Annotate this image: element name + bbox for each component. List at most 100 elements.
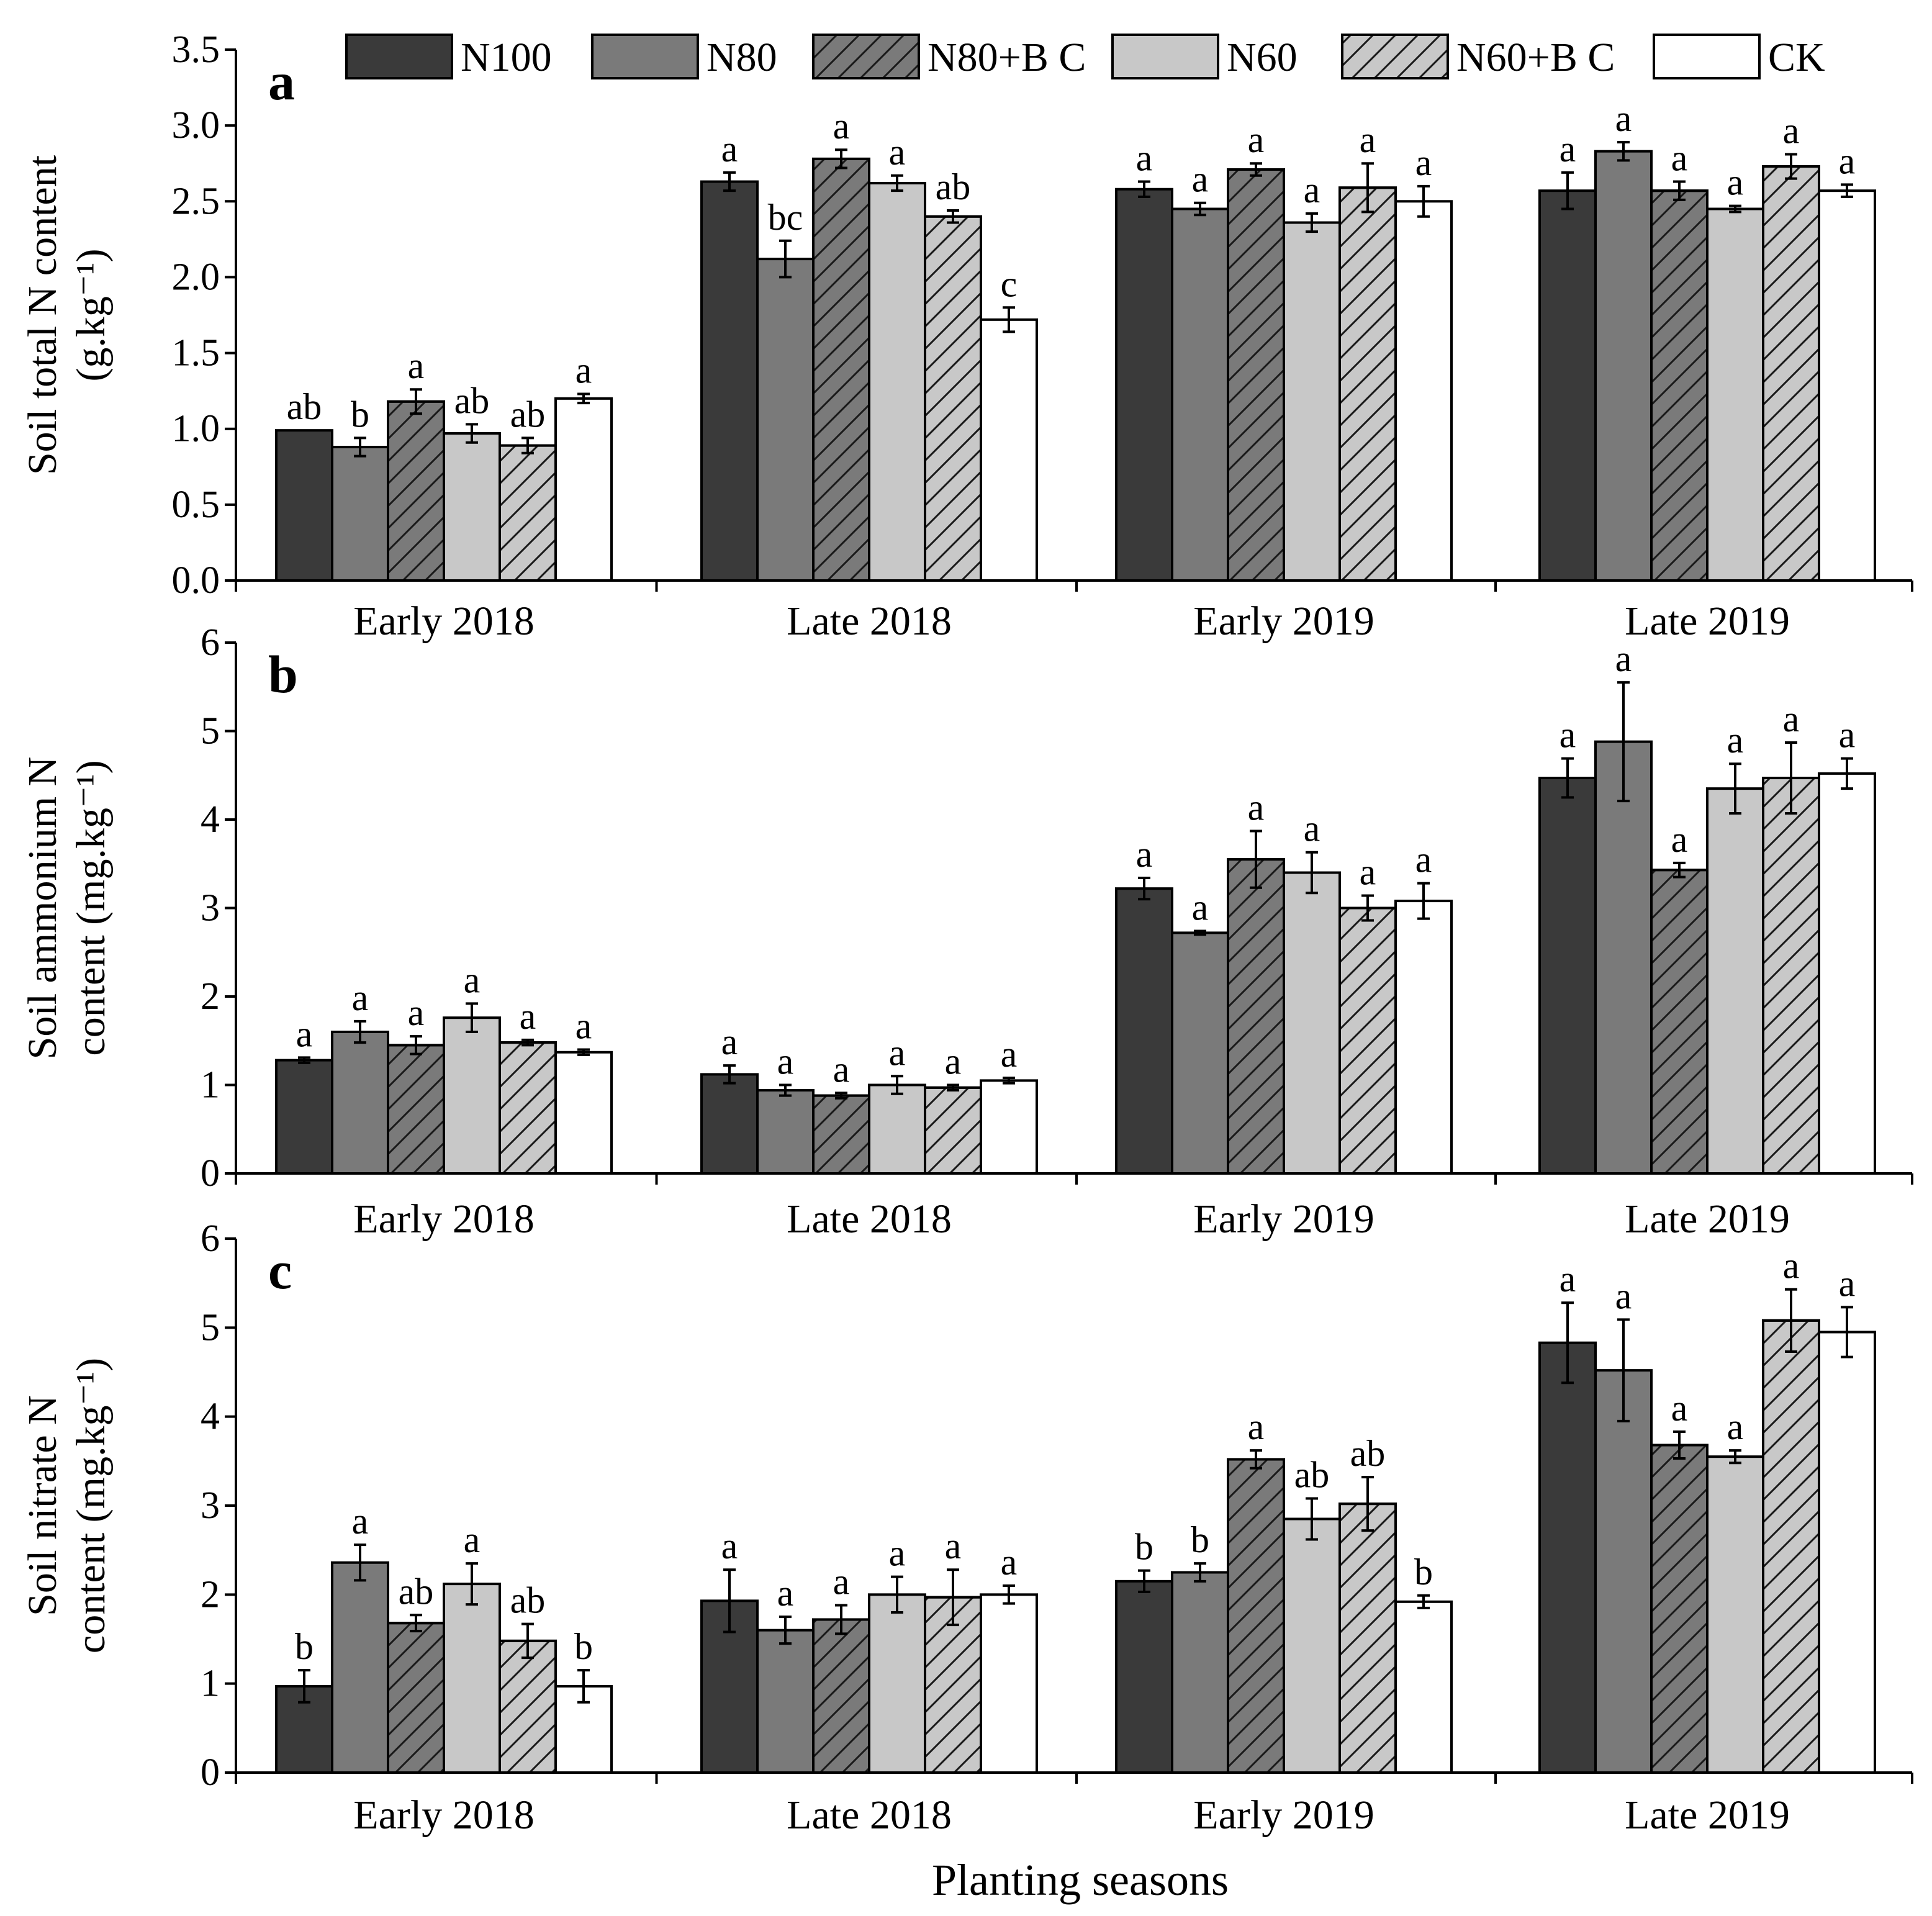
significance-label: a — [576, 350, 592, 391]
y-tick-label: 5 — [201, 1306, 220, 1349]
legend-swatch-hatch — [1341, 34, 1449, 79]
bar — [1115, 1579, 1173, 1774]
significance-label: ab — [399, 1571, 434, 1612]
x-tick-label: Early 2019 — [1193, 1196, 1374, 1242]
significance-label: bc — [768, 197, 803, 238]
y-tick-label: 4 — [201, 1396, 220, 1438]
bar-hatch — [812, 1094, 870, 1175]
x-tick-label: Late 2019 — [1625, 599, 1790, 644]
bar-hatch — [1762, 777, 1820, 1175]
y-tick-label: 3 — [201, 887, 220, 929]
bar-hatch — [924, 1596, 982, 1774]
significance-label: a — [889, 1032, 906, 1073]
bar — [756, 1629, 815, 1774]
bar — [868, 181, 926, 582]
bar — [1594, 1369, 1653, 1774]
significance-label: a — [1615, 638, 1632, 679]
y-tick-label: 6 — [201, 1218, 220, 1260]
bar — [331, 1561, 389, 1774]
bar — [756, 1089, 815, 1175]
bar — [443, 1016, 501, 1175]
significance-label: a — [721, 1021, 738, 1062]
y-tick-label: 0 — [201, 1751, 220, 1794]
bar-hatch — [1227, 858, 1285, 1175]
bar-hatch — [1227, 1458, 1285, 1774]
legend-swatch — [345, 34, 453, 79]
significance-label: a — [1192, 159, 1209, 200]
significance-label: ab — [287, 386, 322, 427]
significance-label: a — [464, 959, 481, 1000]
y-axis-title: Soil ammonium Ncontent (mg.kg⁻¹) — [20, 757, 114, 1060]
x-axis-title: Planting seasons — [932, 1855, 1229, 1905]
significance-label: a — [1783, 698, 1800, 739]
significance-label: a — [1839, 715, 1856, 756]
y-axis-title: Soil total N content(g.kg⁻¹) — [20, 155, 114, 475]
x-tick-label: Early 2018 — [353, 1792, 534, 1838]
bar — [1594, 150, 1653, 582]
bar — [443, 432, 501, 582]
y-tick-label: 2 — [201, 975, 220, 1018]
significance-label: a — [1615, 1275, 1632, 1316]
x-tick-label: Early 2019 — [1193, 599, 1374, 644]
bar-hatch — [499, 1041, 557, 1175]
y-tick-label: 2 — [201, 1573, 220, 1615]
bar-hatch — [924, 215, 982, 582]
bar-hatch — [387, 400, 445, 582]
y-tick-label: 0.0 — [172, 559, 220, 602]
bar — [1394, 900, 1453, 1175]
significance-label: a — [1001, 1542, 1018, 1583]
y-tick-label: 3.0 — [172, 104, 220, 147]
significance-label: a — [889, 1533, 906, 1574]
significance-label: a — [1560, 1259, 1576, 1299]
significance-label: ab — [1294, 1455, 1330, 1496]
significance-label: a — [1415, 142, 1432, 183]
legend-label: N60 — [1227, 35, 1298, 80]
significance-label: a — [1560, 715, 1576, 756]
bar — [1818, 189, 1876, 582]
significance-label: a — [721, 129, 738, 169]
bar — [1394, 1600, 1453, 1774]
bar-hatch — [1650, 869, 1709, 1175]
bar — [1283, 871, 1341, 1175]
bar — [1115, 188, 1173, 582]
significance-label: a — [1248, 787, 1265, 828]
bar-hatch — [387, 1044, 445, 1175]
significance-label: a — [1839, 1263, 1856, 1304]
bar — [1171, 207, 1229, 582]
bar — [331, 446, 389, 582]
bar — [980, 1079, 1038, 1175]
bar — [980, 1593, 1038, 1774]
significance-label: a — [1615, 98, 1632, 139]
bar — [868, 1083, 926, 1175]
y-tick-label: 0.5 — [172, 484, 220, 526]
significance-label: a — [352, 1501, 369, 1542]
bar — [1283, 221, 1341, 582]
x-tick-label: Early 2018 — [353, 599, 534, 644]
panel-letter: b — [268, 644, 298, 704]
bar — [980, 318, 1038, 582]
bar-hatch — [1338, 1503, 1397, 1774]
significance-label: a — [408, 992, 425, 1033]
bar — [443, 1583, 501, 1774]
significance-label: a — [1671, 1388, 1688, 1429]
significance-label: a — [833, 106, 850, 147]
bar — [1538, 777, 1597, 1175]
bar — [275, 429, 333, 582]
significance-label: a — [777, 1573, 794, 1614]
x-tick-label: Late 2018 — [787, 1196, 952, 1242]
bar — [756, 258, 815, 582]
y-tick-label: 1 — [201, 1064, 220, 1106]
significance-label: a — [833, 1561, 850, 1602]
significance-label: b — [1135, 1527, 1153, 1568]
bar-hatch — [1650, 1444, 1709, 1774]
significance-label: a — [1783, 111, 1800, 151]
y-tick-label: 2.5 — [172, 180, 220, 222]
bar — [1818, 1331, 1876, 1774]
significance-label: a — [777, 1041, 794, 1082]
x-tick-label: Late 2018 — [787, 1792, 952, 1838]
significance-label: a — [1839, 140, 1856, 181]
significance-label: ab — [510, 394, 546, 435]
legend: N100 N80 N80+B C N60 N60+B C CK — [345, 34, 1825, 80]
panel-letter: c — [268, 1240, 292, 1300]
x-tick-label: Early 2018 — [353, 1196, 534, 1242]
